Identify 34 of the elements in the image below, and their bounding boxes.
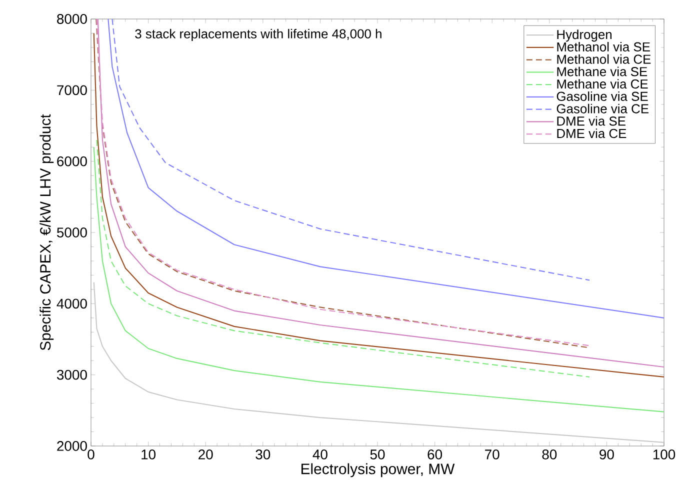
y-axis-title: Specific CAPEX, €/kW LHV product — [40, 114, 54, 350]
line-series — [108, 19, 664, 318]
x-tick-label: 70 — [485, 450, 500, 460]
x-axis-title: Electrolysis power, MW — [301, 463, 455, 478]
legend-label: Methane via CE — [557, 79, 648, 89]
x-tick-label: 80 — [542, 450, 557, 460]
x-tick-label: 0 — [88, 450, 94, 460]
line-series — [93, 282, 664, 443]
legend-label: Methane via SE — [557, 66, 648, 76]
y-tick-label: 4000 — [56, 298, 87, 309]
legend-label: DME via SE — [557, 116, 626, 126]
x-tick-label: 50 — [370, 450, 385, 460]
x-tick-label: 40 — [312, 450, 328, 460]
x-tick-label: 100 — [653, 450, 676, 460]
x-tick-label: 90 — [600, 450, 614, 460]
y-tick-label: 2000 — [57, 441, 87, 451]
annotation: 3 stack replacements with lifetime 48,000 h — [135, 28, 382, 41]
legend-label: Gasoline via CE — [556, 104, 648, 114]
y-tick-label: 7000 — [57, 85, 87, 96]
line-series — [96, 139, 590, 378]
x-tick-label: 60 — [428, 450, 442, 460]
legend-label: Methanol via CE — [557, 54, 651, 64]
legend-label: DME via CE — [557, 128, 626, 138]
y-tick-label: 8000 — [57, 14, 87, 24]
legend-label: Gasoline via SE — [556, 91, 648, 101]
legend-label: Hydrogen — [557, 30, 612, 42]
x-tick-label: 30 — [256, 450, 270, 460]
y-tick-label: 6000 — [57, 156, 87, 166]
x-tick-label: 20 — [198, 450, 213, 460]
y-tick-label: 5000 — [57, 228, 87, 238]
line-series — [93, 146, 664, 412]
y-tick-label: 3000 — [56, 370, 87, 380]
legend-label: Methanol via SE — [557, 42, 650, 52]
x-tick-label: 10 — [142, 450, 156, 460]
